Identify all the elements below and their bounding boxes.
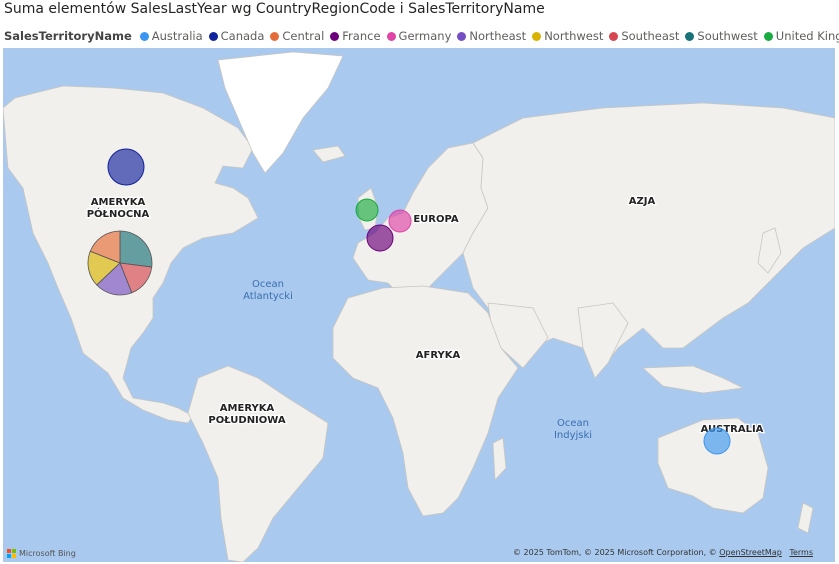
legend-label-northwest: Northwest bbox=[544, 29, 604, 43]
label-africa: AFRYKA bbox=[416, 350, 461, 361]
legend-dot-united-kingdom bbox=[763, 31, 773, 41]
bing-logo: Microsoft Bing bbox=[7, 549, 76, 558]
bubble-france[interactable] bbox=[366, 224, 394, 252]
legend-item-northwest[interactable]: Northwest bbox=[532, 29, 603, 43]
map-svg: AMERYKA PÓŁNOCNA AMERYKA POŁUDNIOWA EURO… bbox=[3, 51, 835, 562]
legend-item-southeast[interactable]: Southeast bbox=[609, 29, 679, 43]
land-africa bbox=[332, 285, 519, 517]
label-atlantic-1: Ocean bbox=[252, 279, 284, 290]
legend-label-france: France bbox=[342, 29, 381, 43]
map-canvas[interactable]: AMERYKA PÓŁNOCNA AMERYKA POŁUDNIOWA EURO… bbox=[3, 48, 835, 562]
legend-label-southwest: Southwest bbox=[697, 29, 758, 43]
legend-label-australia: Australia bbox=[151, 29, 203, 43]
legend-label-northeast: Northeast bbox=[469, 29, 527, 43]
legend-dot-northwest bbox=[532, 31, 542, 41]
map-copyright: © 2025 TomTom, © 2025 Microsoft Corporat… bbox=[513, 548, 813, 557]
openstreetmap-link[interactable]: OpenStreetMap bbox=[719, 548, 782, 557]
legend-item-central[interactable]: Central bbox=[270, 29, 324, 43]
legend-item-canada[interactable]: Canada bbox=[208, 29, 265, 43]
legend-dot-germany bbox=[386, 31, 396, 41]
land-india bbox=[577, 302, 629, 379]
pie-united-states[interactable] bbox=[87, 230, 153, 296]
legend-item-southwest[interactable]: Southwest bbox=[685, 29, 758, 43]
bubble-canada[interactable] bbox=[107, 148, 145, 186]
land-australia bbox=[657, 417, 769, 514]
legend-title: SalesTerritoryName bbox=[4, 29, 132, 43]
pie-slice-central[interactable] bbox=[89, 230, 121, 264]
legend-dot-canada bbox=[208, 31, 218, 41]
land-asia bbox=[462, 102, 835, 369]
land-new-zealand bbox=[797, 502, 814, 534]
legend-dot-southwest bbox=[685, 31, 695, 41]
bubble-australia[interactable] bbox=[703, 427, 731, 455]
land-indonesia bbox=[642, 365, 745, 394]
legend-item-northeast[interactable]: Northeast bbox=[457, 29, 526, 43]
legend-dot-northeast bbox=[457, 31, 467, 41]
label-south-america-2: POŁUDNIOWA bbox=[208, 415, 285, 426]
landmasses bbox=[3, 51, 835, 562]
bing-logo-text: Microsoft Bing bbox=[19, 549, 76, 558]
label-indian-1: Ocean bbox=[557, 418, 589, 429]
legend-dot-france bbox=[330, 31, 340, 41]
legend-label-southeast: Southeast bbox=[621, 29, 680, 43]
legend-dot-central bbox=[270, 31, 280, 41]
microsoft-logo-icon bbox=[7, 549, 16, 558]
label-north-america-2: PÓŁNOCNA bbox=[87, 207, 150, 220]
land-iceland bbox=[312, 145, 346, 163]
label-europe: EUROPA bbox=[413, 214, 459, 225]
land-japan bbox=[757, 227, 782, 274]
copyright-text: © 2025 TomTom, © 2025 Microsoft Corporat… bbox=[512, 548, 717, 557]
label-indian-2: Indyjski bbox=[554, 430, 592, 441]
label-north-america-1: AMERYKA bbox=[91, 197, 146, 208]
land-madagascar bbox=[492, 437, 507, 481]
legend-dot-southeast bbox=[609, 31, 619, 41]
land-greenland bbox=[217, 51, 344, 174]
label-asia: AZJA bbox=[629, 196, 656, 207]
label-south-america-1: AMERYKA bbox=[220, 403, 275, 414]
legend-item-australia[interactable]: Australia bbox=[139, 29, 203, 43]
terms-link[interactable]: Terms bbox=[789, 548, 813, 557]
legend-label-central: Central bbox=[282, 29, 325, 43]
legend-item-france[interactable]: France bbox=[330, 29, 381, 43]
legend-label-united-kingdom: United Kingdom bbox=[775, 29, 839, 43]
bubble-germany[interactable] bbox=[388, 209, 412, 233]
data-bubbles bbox=[107, 148, 731, 455]
pie-slice-southwest[interactable] bbox=[119, 230, 153, 268]
legend: SalesTerritoryName Australia Canada Cent… bbox=[4, 28, 839, 44]
legend-item-united-kingdom[interactable]: United Kingdom bbox=[763, 29, 839, 43]
legend-item-germany[interactable]: Germany bbox=[386, 29, 452, 43]
legend-dot-australia bbox=[139, 31, 149, 41]
chart-title: Suma elementów SalesLastYear wg CountryR… bbox=[4, 1, 545, 17]
label-atlantic-2: Atlantycki bbox=[243, 291, 293, 302]
pie-slice-northeast[interactable] bbox=[96, 262, 133, 296]
bubble-united-kingdom[interactable] bbox=[355, 198, 379, 222]
legend-label-canada: Canada bbox=[220, 29, 265, 43]
land-south-america bbox=[187, 365, 329, 562]
legend-label-germany: Germany bbox=[398, 29, 452, 43]
